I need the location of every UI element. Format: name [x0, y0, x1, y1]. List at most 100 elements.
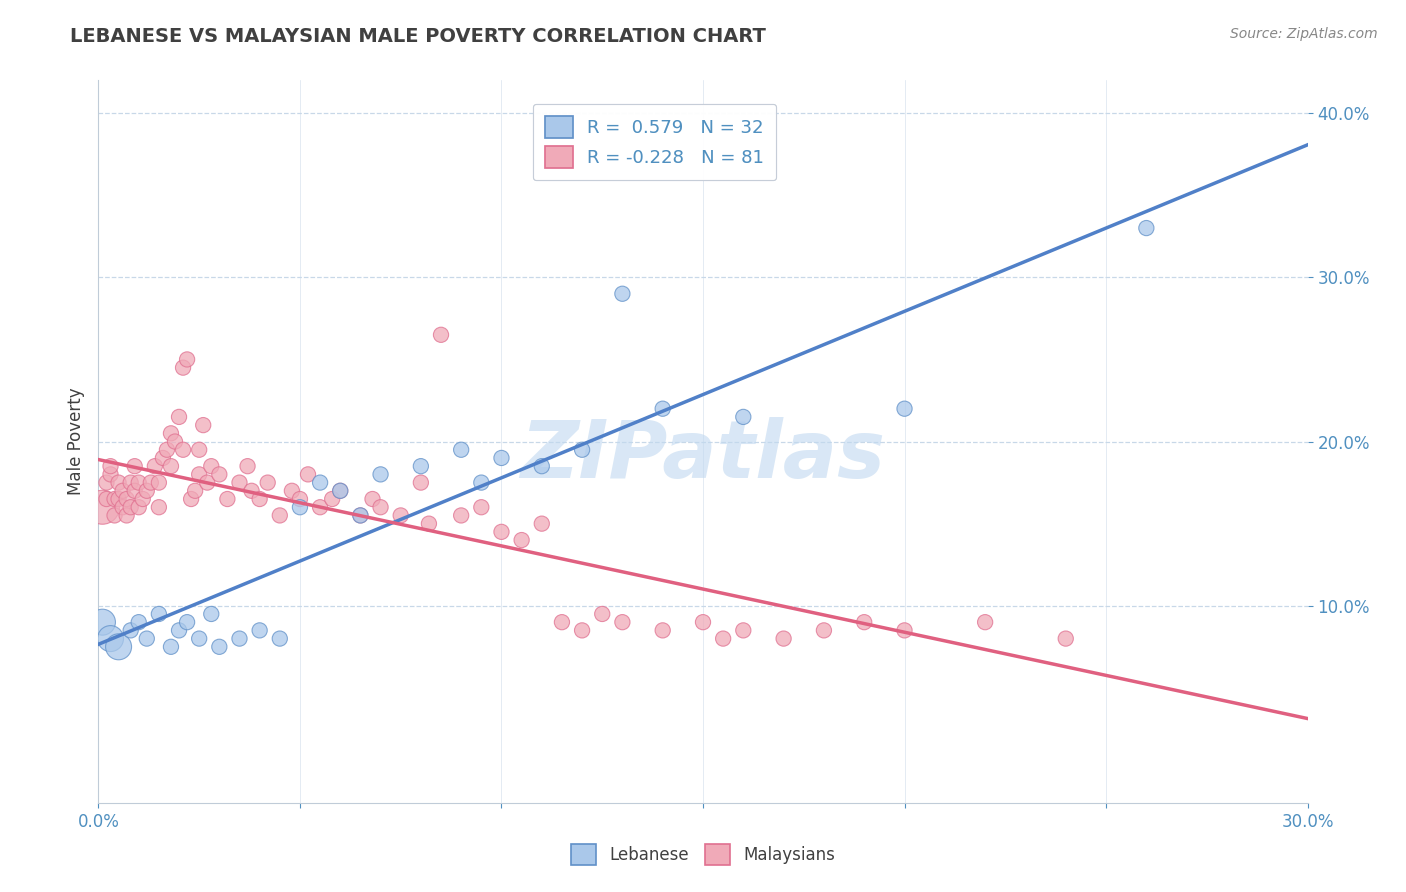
- Point: [148, 607, 170, 621]
- Point: [551, 615, 574, 630]
- Point: [530, 516, 553, 531]
- Point: [172, 442, 194, 457]
- Point: [124, 483, 146, 498]
- Point: [409, 459, 432, 474]
- Point: [772, 632, 794, 646]
- Point: [256, 475, 278, 490]
- Point: [450, 508, 472, 523]
- Point: [361, 491, 384, 506]
- Point: [349, 508, 371, 523]
- Point: [167, 624, 190, 638]
- Point: [651, 624, 673, 638]
- Point: [96, 491, 118, 506]
- Y-axis label: Male Poverty: Male Poverty: [66, 388, 84, 495]
- Point: [389, 508, 412, 523]
- Point: [120, 624, 142, 638]
- Point: [249, 624, 271, 638]
- Point: [240, 483, 263, 498]
- Point: [571, 624, 593, 638]
- Point: [228, 632, 250, 646]
- Point: [370, 500, 392, 515]
- Point: [188, 467, 211, 482]
- Legend: R =  0.579   N = 32, R = -0.228   N = 81: R = 0.579 N = 32, R = -0.228 N = 81: [533, 103, 776, 180]
- Point: [510, 533, 533, 547]
- Text: ZIPatlas: ZIPatlas: [520, 417, 886, 495]
- Point: [156, 442, 179, 457]
- Point: [450, 442, 472, 457]
- Point: [103, 491, 125, 506]
- Point: [132, 491, 155, 506]
- Point: [591, 607, 613, 621]
- Point: [208, 467, 231, 482]
- Text: Source: ZipAtlas.com: Source: ZipAtlas.com: [1230, 27, 1378, 41]
- Point: [309, 500, 332, 515]
- Point: [430, 327, 453, 342]
- Point: [571, 442, 593, 457]
- Point: [193, 418, 215, 433]
- Point: [115, 508, 138, 523]
- Point: [160, 640, 183, 654]
- Point: [128, 500, 150, 515]
- Point: [893, 624, 915, 638]
- Point: [96, 475, 118, 490]
- Point: [139, 475, 162, 490]
- Point: [188, 442, 211, 457]
- Point: [1054, 632, 1077, 646]
- Legend: Lebanese, Malaysians: Lebanese, Malaysians: [561, 834, 845, 875]
- Point: [733, 409, 755, 424]
- Point: [172, 360, 194, 375]
- Point: [107, 475, 129, 490]
- Point: [329, 483, 352, 498]
- Point: [111, 483, 134, 498]
- Point: [236, 459, 259, 474]
- Point: [180, 491, 202, 506]
- Point: [288, 500, 311, 515]
- Point: [418, 516, 440, 531]
- Point: [91, 500, 114, 515]
- Point: [711, 632, 734, 646]
- Point: [281, 483, 304, 498]
- Point: [370, 467, 392, 482]
- Point: [893, 401, 915, 416]
- Point: [692, 615, 714, 630]
- Point: [297, 467, 319, 482]
- Point: [120, 500, 142, 515]
- Point: [120, 475, 142, 490]
- Point: [1135, 221, 1157, 235]
- Point: [733, 624, 755, 638]
- Point: [228, 475, 250, 490]
- Point: [91, 615, 114, 630]
- Point: [321, 491, 343, 506]
- Point: [111, 500, 134, 515]
- Point: [409, 475, 432, 490]
- Point: [167, 409, 190, 424]
- Point: [651, 401, 673, 416]
- Point: [176, 615, 198, 630]
- Point: [115, 491, 138, 506]
- Point: [148, 500, 170, 515]
- Point: [135, 632, 157, 646]
- Point: [103, 508, 125, 523]
- Point: [269, 508, 291, 523]
- Point: [309, 475, 332, 490]
- Point: [200, 459, 222, 474]
- Point: [107, 640, 129, 654]
- Point: [470, 500, 492, 515]
- Point: [163, 434, 186, 449]
- Point: [612, 615, 634, 630]
- Point: [217, 491, 239, 506]
- Point: [107, 491, 129, 506]
- Point: [160, 459, 183, 474]
- Point: [612, 286, 634, 301]
- Point: [288, 491, 311, 506]
- Point: [853, 615, 876, 630]
- Point: [470, 475, 492, 490]
- Point: [184, 483, 207, 498]
- Point: [152, 450, 174, 465]
- Point: [349, 508, 371, 523]
- Point: [200, 607, 222, 621]
- Point: [160, 426, 183, 441]
- Point: [188, 632, 211, 646]
- Point: [176, 352, 198, 367]
- Point: [813, 624, 835, 638]
